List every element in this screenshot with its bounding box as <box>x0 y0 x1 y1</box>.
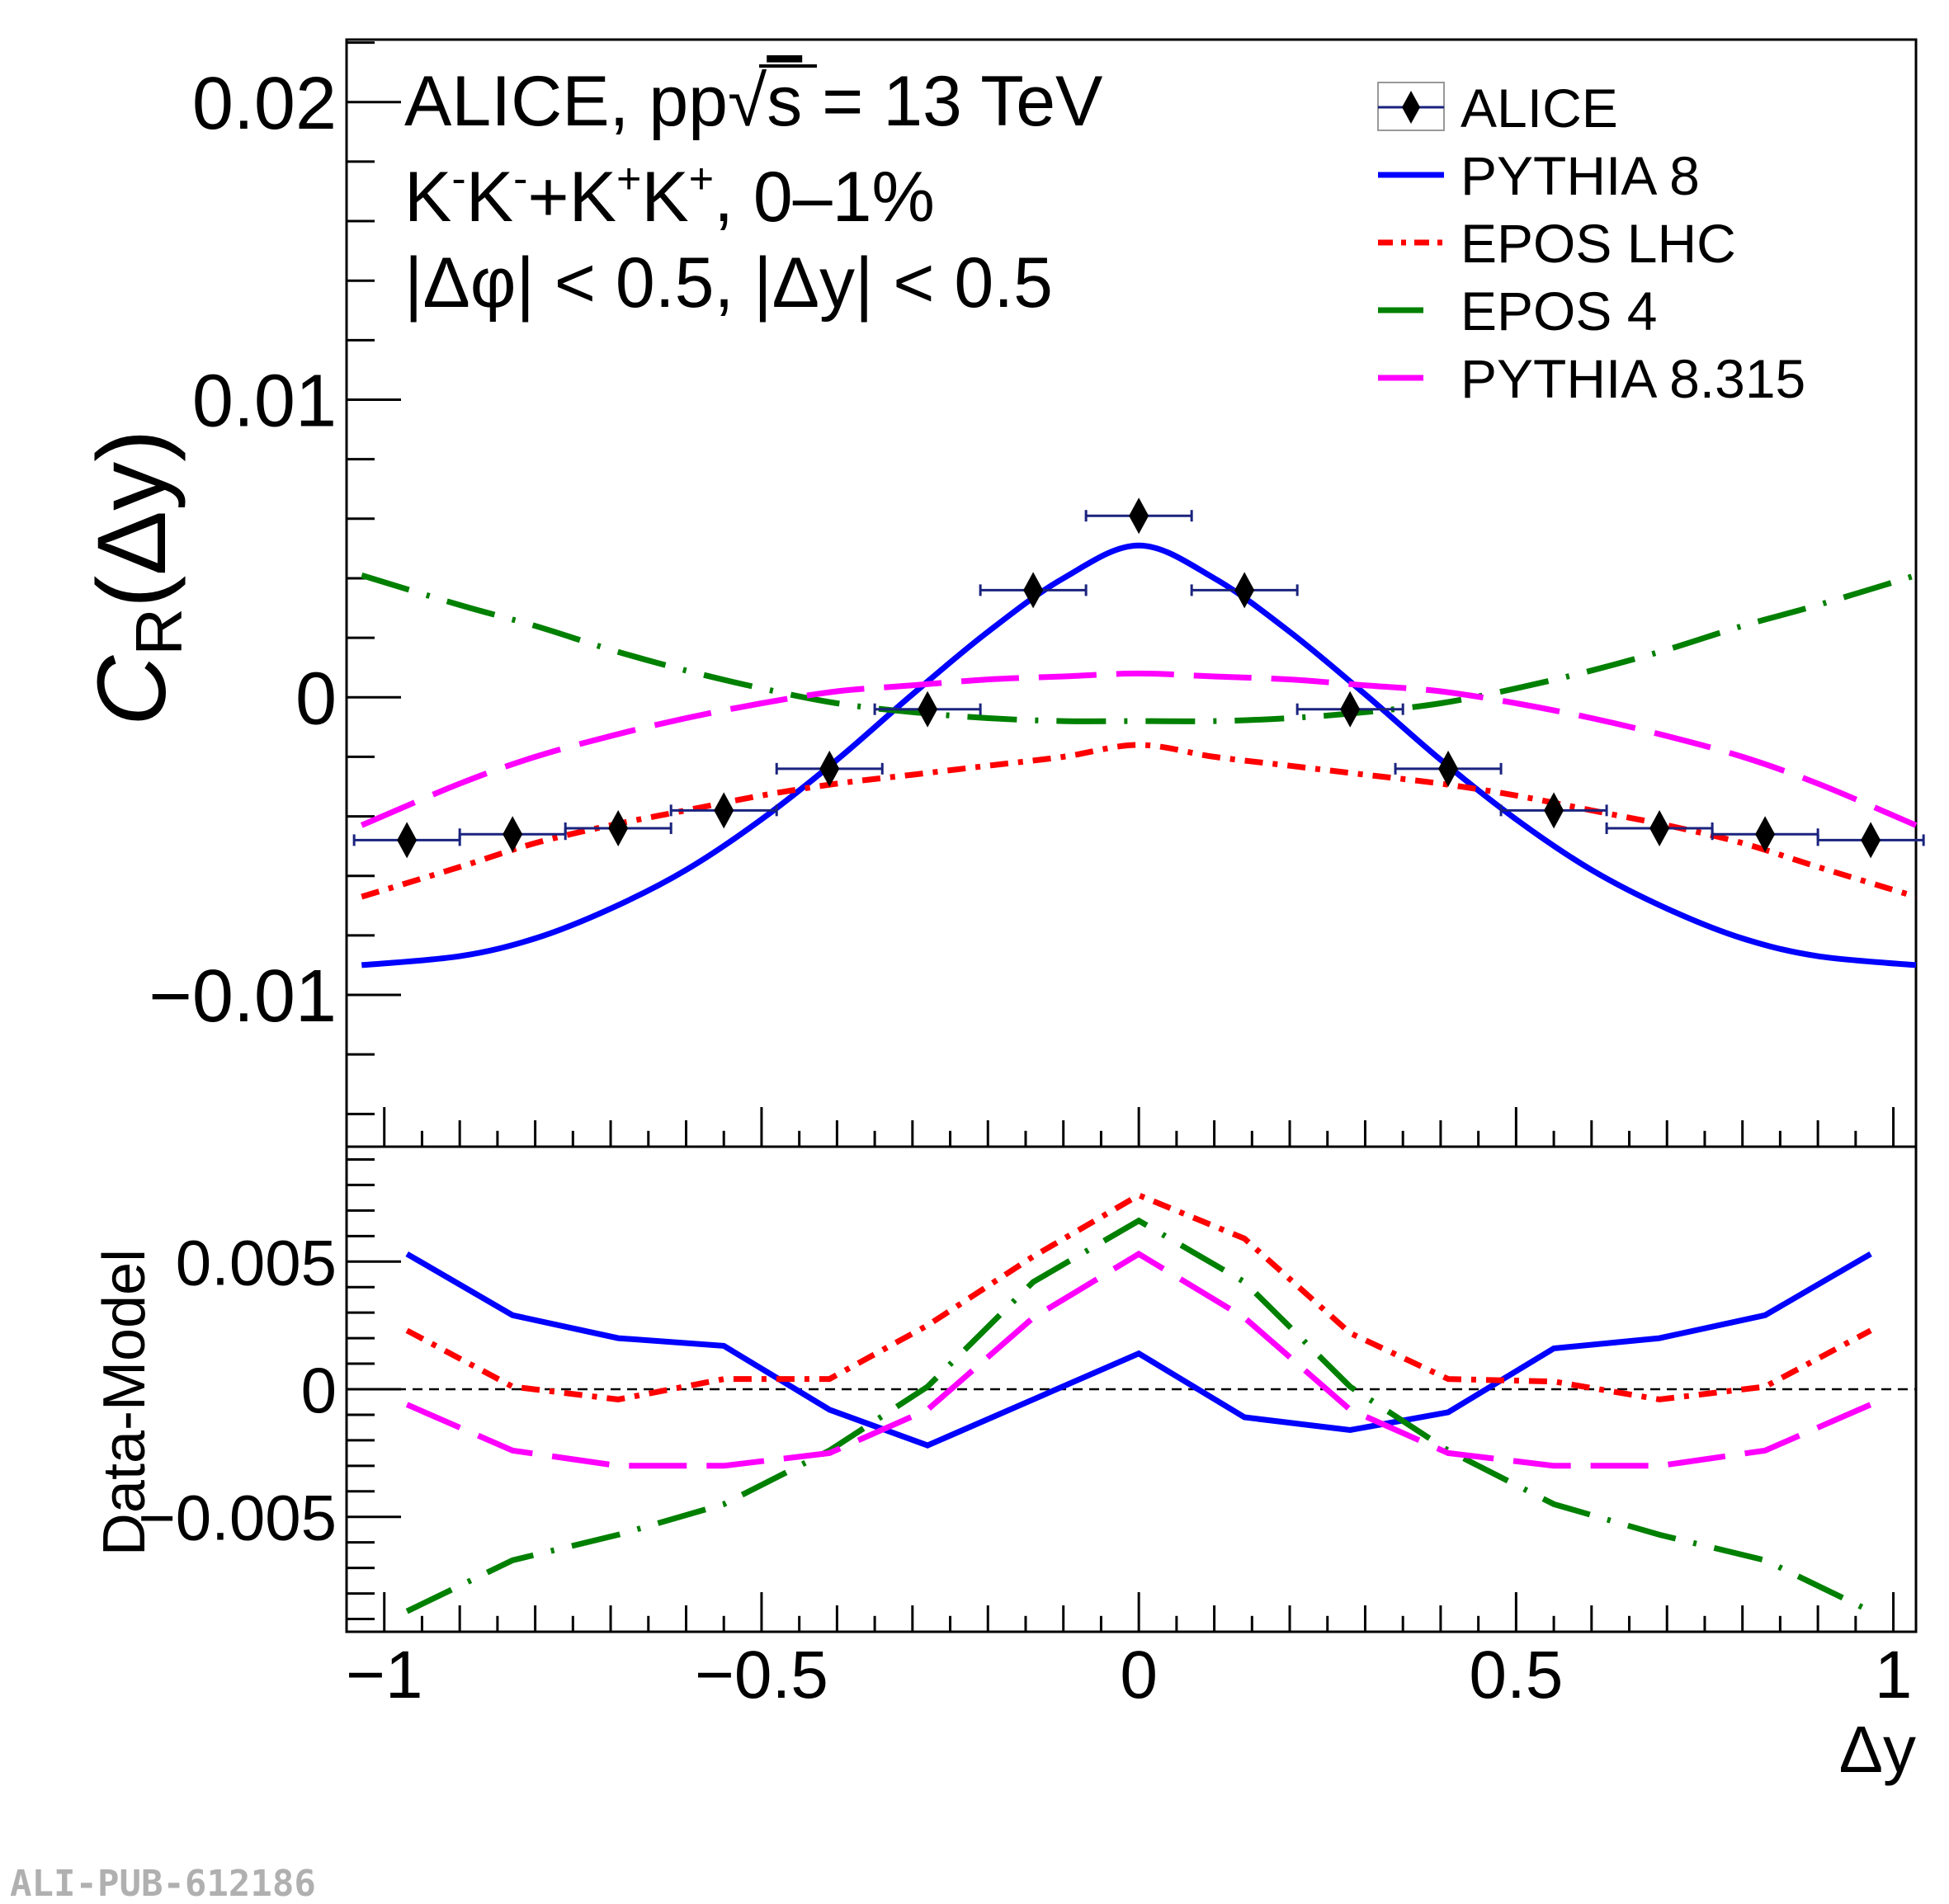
alice-data-point <box>1438 750 1459 787</box>
alice-data-point <box>1023 572 1044 609</box>
x-axis-label: Δy <box>1839 1713 1916 1786</box>
top-y-tick-label: 0 <box>295 657 337 740</box>
watermark: ALI-PUB-612186 <box>10 1863 316 1904</box>
alice-data-point <box>1544 792 1564 829</box>
top-y-axis-label: CR(Δy) <box>78 430 196 726</box>
bottom-y-axis-label: Data-Model <box>92 1249 158 1556</box>
top-y-tick-label: 0.01 <box>192 361 337 443</box>
bottom-axis-ticks <box>347 1157 1895 1632</box>
alice-data-point <box>819 750 840 787</box>
top-curve-epos-4 <box>361 573 1918 724</box>
alice-data-point <box>918 690 938 728</box>
legend-alice-marker <box>1402 91 1420 124</box>
x-tick-label: 0.5 <box>1469 1638 1563 1713</box>
x-tick-label: 0 <box>1120 1638 1158 1713</box>
legend-label-epos-lhc: EPOS LHC <box>1461 213 1736 274</box>
legend-label-epos-4: EPOS 4 <box>1461 280 1657 342</box>
annotation-collision-system: ALICE, pp√s = 13 TeV <box>404 62 1102 141</box>
alice-data-point <box>1649 809 1670 846</box>
bottom-y-tick-label: 0 <box>301 1354 337 1426</box>
annotation-particle-pairs: K-K-+K+K+, 0–1% <box>404 155 935 237</box>
top-y-tick-label: 0.02 <box>192 63 337 145</box>
legend-entry-pythia-8: PYTHIA 8 <box>1378 145 1700 206</box>
legend-label-pythia-8-315: PYTHIA 8.315 <box>1461 348 1805 409</box>
alice-data-point <box>714 792 734 829</box>
alice-data-point <box>503 816 523 853</box>
alice-data-point <box>1234 572 1255 609</box>
bottom-curve-pythia-8-315 <box>405 1250 1872 1469</box>
bottom-y-tick-label: −0.005 <box>138 1482 337 1554</box>
legend-entry-epos-lhc: EPOS LHC <box>1378 213 1736 274</box>
top-y-tick-labels: −0.01 0 0.01 0.02 <box>149 63 337 1038</box>
alice-data-point <box>1861 822 1881 859</box>
legend-label-alice: ALICE <box>1461 78 1618 139</box>
alice-data-point <box>608 809 629 846</box>
top-axis-ticks <box>347 41 1895 1147</box>
annotation-acceptance-cuts: |Δφ| < 0.5, |Δy| < 0.5 <box>404 243 1053 323</box>
legend-entry-pythia-8-315: PYTHIA 8.315 <box>1378 348 1805 409</box>
alice-data-point <box>1340 690 1361 728</box>
top-curve-pythia-8-315 <box>360 670 1918 828</box>
x-tick-label: −0.5 <box>695 1638 828 1713</box>
bottom-panel: −0.005 0 0.005 −1 −0.5 0 0.5 1 Data-Model Δy <box>92 1145 1918 1786</box>
alice-data-point <box>1129 497 1149 535</box>
alice-data-points <box>352 497 1925 859</box>
bottom-y-tick-labels: −0.005 0 0.005 <box>138 1226 337 1553</box>
bottom-curve-epos-4 <box>405 1217 1872 1614</box>
legend-entry-epos-4: EPOS 4 <box>1378 280 1657 342</box>
top-y-tick-label: −0.01 <box>149 955 337 1038</box>
x-tick-labels: −1 −0.5 0 0.5 1 <box>346 1638 1912 1713</box>
x-tick-label: −1 <box>346 1638 423 1713</box>
bottom-curve-pythia-8 <box>405 1251 1872 1449</box>
alice-data-point <box>1755 816 1776 853</box>
legend-entry-alice: ALICE <box>1377 78 1618 139</box>
top-panel: −0.01 0 0.01 0.02 CR(Δy) ALICE, pp√s = 13 T… <box>78 38 1925 1148</box>
bottom-difference-curves <box>405 1191 1872 1614</box>
alice-data-point <box>397 822 418 859</box>
bottom-curve-epos-lhc <box>405 1191 1872 1402</box>
legend-label-pythia-8: PYTHIA 8 <box>1461 145 1700 206</box>
bottom-y-tick-label: 0.005 <box>176 1226 337 1298</box>
top-curve-pythia-8 <box>361 542 1917 968</box>
x-tick-label: 1 <box>1875 1638 1913 1713</box>
